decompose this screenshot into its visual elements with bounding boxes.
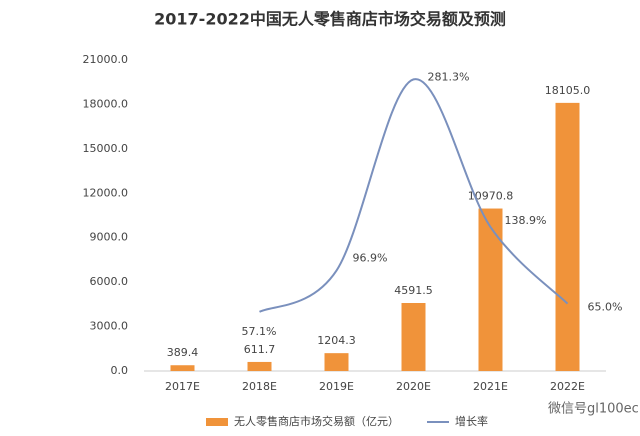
data-label: 4591.5 (394, 284, 433, 297)
data-label: 389.4 (167, 346, 199, 359)
x-tick-label: 2017E (165, 380, 200, 393)
legend-swatch (206, 418, 228, 426)
data-label: 611.7 (244, 343, 276, 356)
data-label: 65.0% (588, 301, 623, 314)
x-tick-label: 2018E (242, 380, 277, 393)
y-tick-label: 21000.0 (83, 53, 129, 66)
y-tick-label: 6000.0 (90, 275, 129, 288)
watermark: 微信号gl100ec (548, 402, 639, 417)
bar (555, 102, 580, 372)
legend-label: 无人零售商店市场交易额（亿元） (234, 414, 399, 428)
legend-label: 增长率 (455, 414, 488, 428)
bar (324, 353, 349, 371)
y-tick-label: 3000.0 (90, 320, 129, 333)
chart-title: 2017-2022中国无人零售商店市场交易额及预测 (154, 10, 506, 29)
x-tick-label: 2021E (473, 380, 508, 393)
bar (401, 303, 426, 371)
x-tick-label: 2020E (396, 380, 431, 393)
data-label: 96.9% (353, 252, 388, 265)
y-tick-label: 0.0 (111, 364, 129, 377)
y-tick-label: 12000.0 (83, 186, 129, 199)
x-tick-label: 2019E (319, 380, 354, 393)
data-label: 10970.8 (468, 190, 514, 203)
data-label: 1204.3 (317, 334, 356, 347)
x-tick-label: 2022E (550, 380, 585, 393)
data-label: 57.1% (242, 325, 277, 338)
bar (170, 365, 195, 371)
line (259, 78, 569, 313)
y-tick-label: 15000.0 (83, 142, 129, 155)
data-label: 138.9% (505, 214, 547, 227)
y-tick-label: 9000.0 (90, 231, 129, 244)
data-label: 281.3% (428, 70, 470, 83)
bar (247, 361, 272, 371)
bar (478, 208, 503, 371)
data-label: 18105.0 (545, 84, 591, 97)
y-tick-label: 18000.0 (83, 97, 129, 110)
